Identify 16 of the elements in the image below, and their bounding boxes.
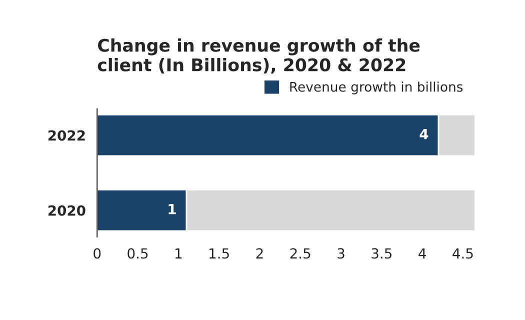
data-label: 4 xyxy=(420,128,428,140)
x-tick-label: 2.5 xyxy=(290,248,310,259)
x-tick-label: 4.5 xyxy=(452,248,473,259)
legend-label: Revenue growth in billions xyxy=(290,82,463,94)
x-tick-label: 1.5 xyxy=(210,248,229,259)
x-tick-label: 1 xyxy=(176,248,182,258)
x-tick-label: 3.5 xyxy=(372,248,392,259)
x-tick-label: 0 xyxy=(94,248,101,259)
data-label: 1 xyxy=(168,204,176,214)
x-tick-label: 0.5 xyxy=(128,248,148,259)
x-tick-label: 3 xyxy=(338,248,344,259)
y-tick-label: 2020 xyxy=(48,205,86,216)
x-tick-label: 4 xyxy=(418,248,426,258)
chart-title: Change in revenue growth of the client (In Billions), 2020 & 2022 xyxy=(98,38,420,74)
x-tick-label: 2 xyxy=(256,248,263,258)
y-tick-label: 2022 xyxy=(48,130,85,141)
